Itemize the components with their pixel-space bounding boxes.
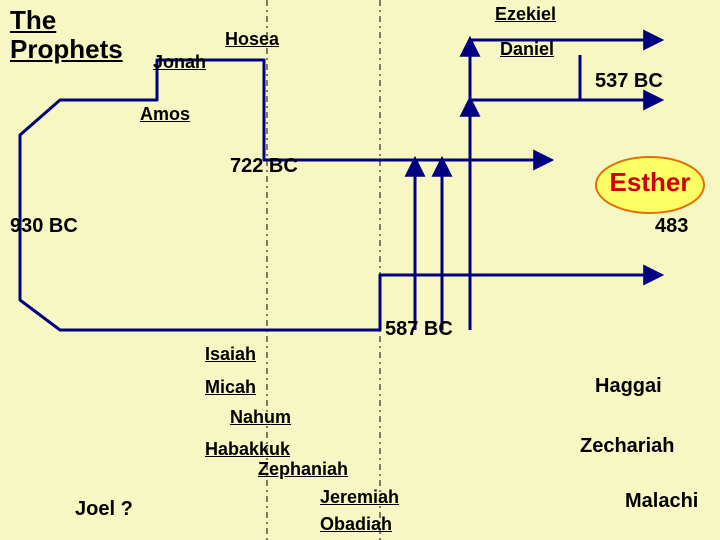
label-daniel: Daniel <box>500 40 554 60</box>
label-num483: 483 <box>655 215 688 237</box>
label-nahum: Nahum <box>230 408 291 428</box>
diagram-stage: The Prophets Esther Jonah Hosea Amos Ezekiel D… <box>0 0 720 540</box>
esther-label: Esther <box>602 168 698 197</box>
label-ezekiel: Ezekiel <box>495 5 556 25</box>
label-bc537: 537 BC <box>595 70 663 92</box>
label-amos: Amos <box>140 105 190 125</box>
label-jonah: Jonah <box>153 53 206 73</box>
label-haggai: Haggai <box>595 375 662 397</box>
label-malachi: Malachi <box>625 490 698 512</box>
label-bc722: 722 BC <box>230 155 298 177</box>
label-jeremiah: Jeremiah <box>320 488 399 508</box>
label-obadiah: Obadiah <box>320 515 392 535</box>
label-hosea: Hosea <box>225 30 279 50</box>
label-bc930: 930 BC <box>10 215 78 237</box>
label-isaiah: Isaiah <box>205 345 256 365</box>
diagram-title: The Prophets <box>10 6 123 63</box>
label-zephaniah: Zephaniah <box>258 460 348 480</box>
label-habakkuk: Habakkuk <box>205 440 290 460</box>
label-joelq: Joel ? <box>75 498 133 520</box>
label-micah: Micah <box>205 378 256 398</box>
label-bc587: 587 BC <box>385 318 453 340</box>
label-zechariah: Zechariah <box>580 435 674 457</box>
